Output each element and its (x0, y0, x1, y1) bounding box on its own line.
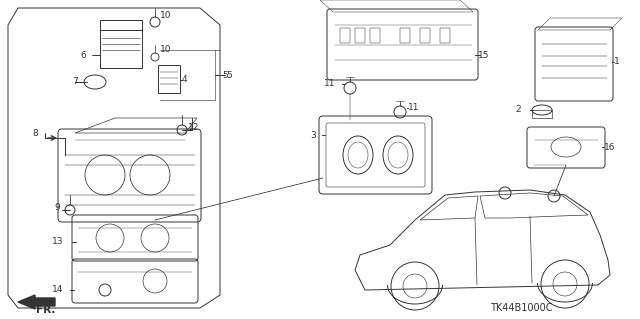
Text: 1: 1 (614, 57, 620, 66)
Text: 2: 2 (515, 106, 520, 115)
Bar (370, 28, 380, 43)
Bar (158, 65, 180, 93)
Text: 12: 12 (188, 123, 200, 132)
Text: 5: 5 (222, 70, 228, 79)
Bar (340, 28, 350, 43)
Text: 10: 10 (160, 11, 172, 19)
Text: 13: 13 (52, 238, 63, 247)
Text: 11: 11 (324, 79, 335, 88)
Text: TK44B1000C: TK44B1000C (490, 303, 552, 313)
Text: FR.: FR. (36, 305, 56, 315)
Text: 6: 6 (80, 50, 86, 60)
Text: 5: 5 (226, 70, 232, 79)
Text: 14: 14 (52, 286, 63, 294)
Text: 4: 4 (182, 76, 188, 85)
Text: 16: 16 (604, 143, 616, 152)
Bar (440, 28, 450, 43)
Polygon shape (18, 295, 55, 309)
Bar (420, 28, 430, 43)
Bar (400, 28, 410, 43)
Bar (100, 30, 142, 68)
Text: 8: 8 (32, 129, 38, 137)
Text: 9: 9 (54, 204, 60, 212)
Text: 11: 11 (408, 103, 419, 113)
Text: 10: 10 (160, 46, 172, 55)
Text: 3: 3 (310, 130, 316, 139)
Text: 7: 7 (72, 78, 77, 86)
Text: 15: 15 (478, 50, 490, 60)
Bar (355, 28, 365, 43)
Bar (532, 110, 552, 118)
